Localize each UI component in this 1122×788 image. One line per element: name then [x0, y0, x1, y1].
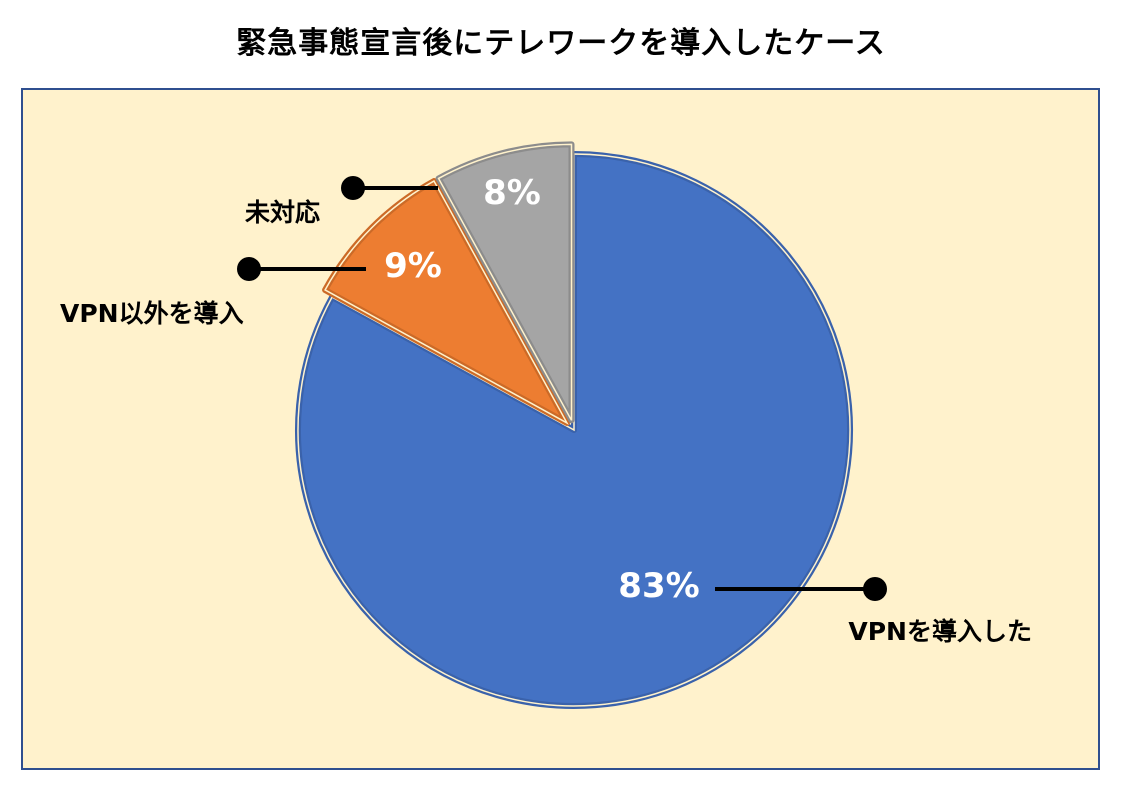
data-label-2: 9%: [384, 246, 442, 286]
leader-dot-2: [237, 257, 261, 281]
data-label-3: 8%: [483, 173, 541, 213]
leader-dot-1: [863, 577, 887, 601]
pie-slice-edge-2: [324, 180, 569, 425]
category-label-2: VPN以外を導入: [60, 299, 244, 328]
pie-slice-edge-3: [437, 143, 573, 421]
leader-dot-3: [341, 176, 365, 200]
category-label-3: 未対応: [245, 198, 320, 227]
data-label-1: 83%: [618, 566, 699, 606]
chart-title: 緊急事態宣言後にテレワークを導入したケース: [236, 26, 886, 61]
pie-slice-edge-1: [297, 153, 851, 707]
category-label-1: VPNを導入した: [848, 617, 1032, 646]
